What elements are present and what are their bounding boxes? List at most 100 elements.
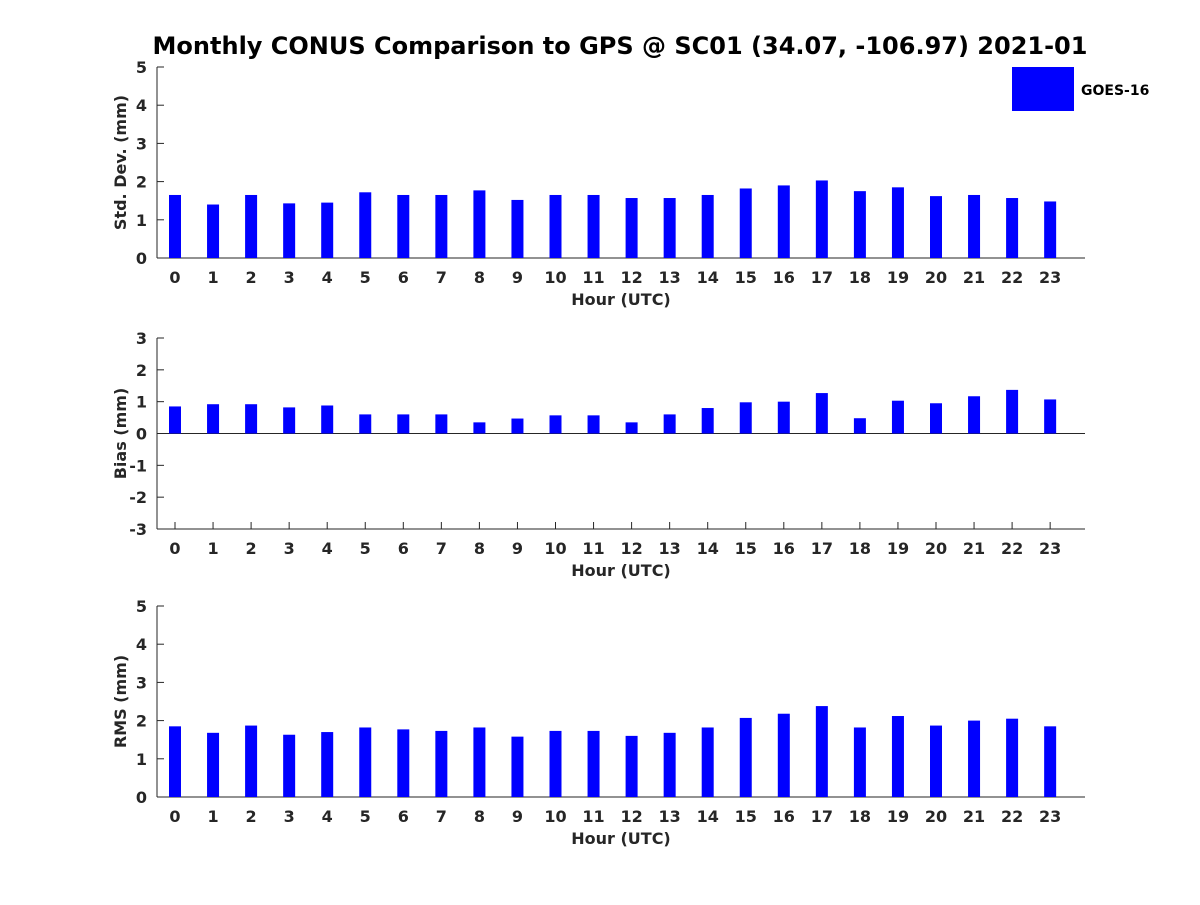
x-tick-label: 22 (1001, 807, 1023, 826)
bar (739, 402, 752, 434)
bar (207, 404, 220, 434)
x-tick-label: 5 (360, 539, 371, 558)
bar (473, 190, 486, 258)
x-tick-label: 20 (925, 268, 947, 287)
bar (549, 415, 562, 434)
bar (283, 734, 296, 797)
x-tick-label: 18 (849, 539, 871, 558)
bar (853, 727, 866, 797)
x-tick-label: 10 (544, 539, 566, 558)
legend-swatch (1012, 67, 1074, 111)
x-tick-label: 4 (322, 807, 333, 826)
bar (853, 418, 866, 434)
bar (511, 418, 524, 434)
legend: GOES-16 (1012, 67, 1149, 111)
x-tick-label: 11 (582, 807, 604, 826)
bar (587, 730, 600, 797)
x-tick-label: 20 (925, 807, 947, 826)
x-tick-label: 7 (436, 807, 447, 826)
y-axis-label: Std. Dev. (mm) (111, 95, 130, 230)
x-tick-label: 7 (436, 268, 447, 287)
bar (663, 732, 676, 797)
x-tick-label: 9 (512, 807, 523, 826)
x-tick-label: 18 (849, 268, 871, 287)
y-tick-label: -3 (129, 520, 147, 539)
y-tick-label: 0 (136, 788, 147, 807)
y-tick-label: 2 (136, 361, 147, 380)
bar (245, 404, 258, 434)
bar (169, 406, 181, 434)
x-axis-label: Hour (UTC) (571, 290, 671, 309)
bar (625, 422, 638, 434)
bar (473, 727, 486, 797)
y-axis-label: Bias (mm) (111, 388, 130, 480)
y-axis-label: RMS (mm) (111, 655, 130, 748)
x-tick-label: 1 (207, 268, 218, 287)
y-tick-label: 3 (136, 673, 147, 692)
x-tick-label: 0 (169, 268, 180, 287)
bar (968, 194, 981, 258)
chart-title: Monthly CONUS Comparison to GPS @ SC01 (… (153, 32, 1088, 60)
bar (549, 194, 562, 258)
y-tick-label: 5 (136, 58, 147, 77)
bar (815, 706, 828, 797)
bar (815, 180, 828, 258)
bar (245, 725, 258, 797)
x-tick-label: 19 (887, 268, 909, 287)
x-tick-label: 15 (735, 268, 757, 287)
x-tick-label: 11 (582, 539, 604, 558)
x-tick-label: 16 (773, 539, 795, 558)
x-tick-label: 21 (963, 268, 985, 287)
x-tick-label: 13 (659, 539, 681, 558)
x-tick-label: 10 (544, 268, 566, 287)
x-tick-label: 23 (1039, 539, 1061, 558)
bar (549, 730, 562, 797)
x-tick-label: 12 (620, 539, 642, 558)
y-tick-label: 3 (136, 134, 147, 153)
x-axis-label: Hour (UTC) (571, 561, 671, 580)
bar (207, 732, 220, 797)
x-tick-label: 9 (512, 539, 523, 558)
y-tick-label: 4 (136, 635, 147, 654)
y-tick-label: 2 (136, 173, 147, 192)
y-tick-label: 1 (136, 750, 147, 769)
x-tick-label: 12 (620, 268, 642, 287)
y-tick-label: 1 (136, 211, 147, 230)
bar (169, 726, 181, 797)
x-tick-label: 16 (773, 807, 795, 826)
x-tick-label: 6 (398, 268, 409, 287)
y-tick-label: 4 (136, 96, 147, 115)
x-tick-label: 14 (697, 539, 719, 558)
bar (739, 188, 752, 258)
x-tick-label: 6 (398, 539, 409, 558)
x-tick-label: 2 (246, 807, 257, 826)
bar (701, 727, 714, 797)
bar (1044, 399, 1057, 434)
bar (321, 405, 334, 434)
y-tick-label: -1 (129, 456, 147, 475)
bar (777, 713, 790, 797)
x-tick-label: 19 (887, 539, 909, 558)
x-tick-label: 17 (811, 539, 833, 558)
y-tick-label: 2 (136, 712, 147, 731)
bar (359, 192, 372, 258)
x-tick-label: 15 (735, 807, 757, 826)
x-tick-label: 15 (735, 539, 757, 558)
bar (625, 735, 638, 797)
bar (435, 194, 448, 258)
bar (587, 194, 600, 258)
x-tick-label: 3 (284, 807, 295, 826)
y-tick-label: 0 (136, 425, 147, 444)
bar (359, 727, 372, 797)
bar (930, 725, 942, 797)
bar (1044, 726, 1057, 797)
bar (321, 202, 334, 258)
bar (930, 196, 942, 258)
x-tick-label: 4 (322, 268, 333, 287)
x-tick-label: 4 (322, 539, 333, 558)
bar (283, 407, 296, 434)
